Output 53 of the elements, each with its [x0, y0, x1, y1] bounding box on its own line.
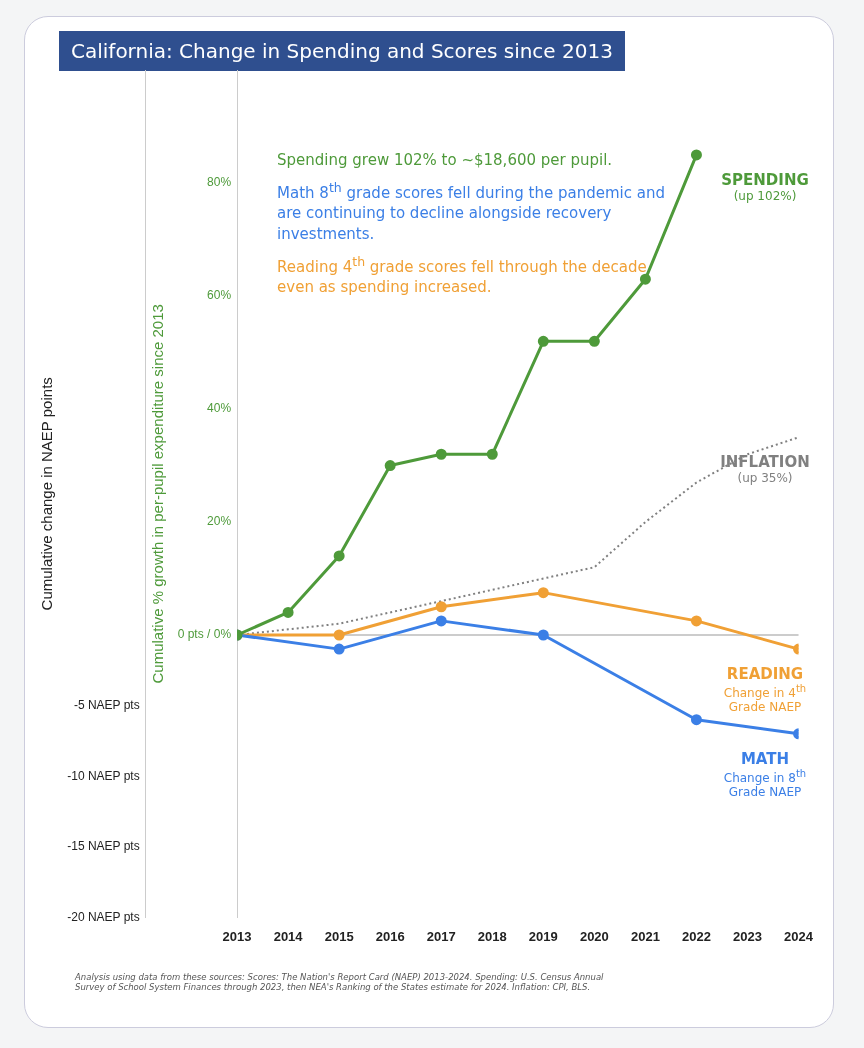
point — [435, 615, 447, 627]
point — [690, 615, 702, 627]
point — [537, 587, 549, 599]
series-label: MATH — [739, 749, 791, 768]
x-tick-label: 2017 — [426, 928, 456, 944]
point — [333, 643, 345, 655]
point — [333, 629, 345, 641]
point — [333, 550, 345, 562]
x-tick-label: 2024 — [784, 928, 814, 944]
x-tick-label: 2019 — [528, 928, 558, 944]
x-tick-label: 2022 — [681, 928, 711, 944]
y-tick-label: 80% — [207, 175, 232, 190]
x-tick-label: 2016 — [375, 928, 405, 944]
x-tick-label: 2018 — [477, 928, 507, 944]
point — [690, 149, 702, 161]
y-tick-label: 20% — [207, 514, 232, 529]
annotation: Spending grew 102% to ~$18,600 per pupil. — [277, 150, 614, 171]
point — [537, 629, 549, 641]
series-label: SPENDING — [720, 170, 810, 189]
point — [282, 606, 294, 618]
point — [486, 448, 498, 460]
y-tick-label: 40% — [207, 401, 232, 416]
y2-tick-label: -5 NAEP pts — [73, 697, 140, 712]
x-tick-label: 2014 — [273, 928, 304, 944]
annotation: Change in 4$^{th}$ Grade NAEP — [723, 683, 807, 715]
annotation: (up 102%) — [733, 188, 797, 203]
point — [435, 601, 447, 613]
chart-title: California: Change in Spending and Scores since 2013 — [59, 31, 625, 71]
x-tick-label: 2020 — [579, 928, 609, 944]
y-tick-label: 0 pts / 0% — [177, 627, 232, 642]
y2-tick-label: -10 NAEP pts — [67, 768, 140, 783]
point — [690, 714, 702, 726]
point — [639, 273, 651, 285]
x-tick-label: 2013 — [222, 928, 252, 944]
point — [537, 335, 549, 347]
x-tick-label: 2015 — [324, 928, 354, 944]
point — [384, 460, 396, 472]
annotation: (up 35%) — [737, 471, 793, 486]
y2-tick-label: -15 NAEP pts — [67, 839, 140, 854]
y2-tick-label: -20 NAEP pts — [67, 909, 140, 924]
text: Analysis using data from these sources: Scores: The Nation's Report Card (NAEP) 2013-2024. Spending: U.S. Census Annual Survey of School System Finances through 2023, then NEA's Ranking of the States estimate for 2024. Inflation: CPI, BLS. — [75, 972, 605, 992]
point — [588, 335, 600, 347]
y-axis-title: Cumulative % growth in per-pupil expenditure since 2013 — [148, 304, 166, 684]
y2-axis-title: Cumulative change in NAEP points — [38, 377, 56, 611]
annotation: Reading 4$^{th}$ grade scores fell through the decade even as spending increased. — [277, 254, 648, 298]
y-tick-label: 60% — [207, 288, 232, 303]
point — [435, 448, 447, 460]
annotation: Math 8$^{th}$ grade scores fell during the pandemic and are continuing to decline alongside recovery investments. — [277, 180, 666, 244]
annotation: Change in 8$^{th}$ Grade NAEP — [723, 767, 807, 799]
series-label: INFLATION — [719, 453, 811, 472]
series-label: READING — [725, 665, 805, 684]
x-tick-label: 2021 — [630, 928, 660, 944]
x-tick-label: 2023 — [733, 928, 762, 944]
